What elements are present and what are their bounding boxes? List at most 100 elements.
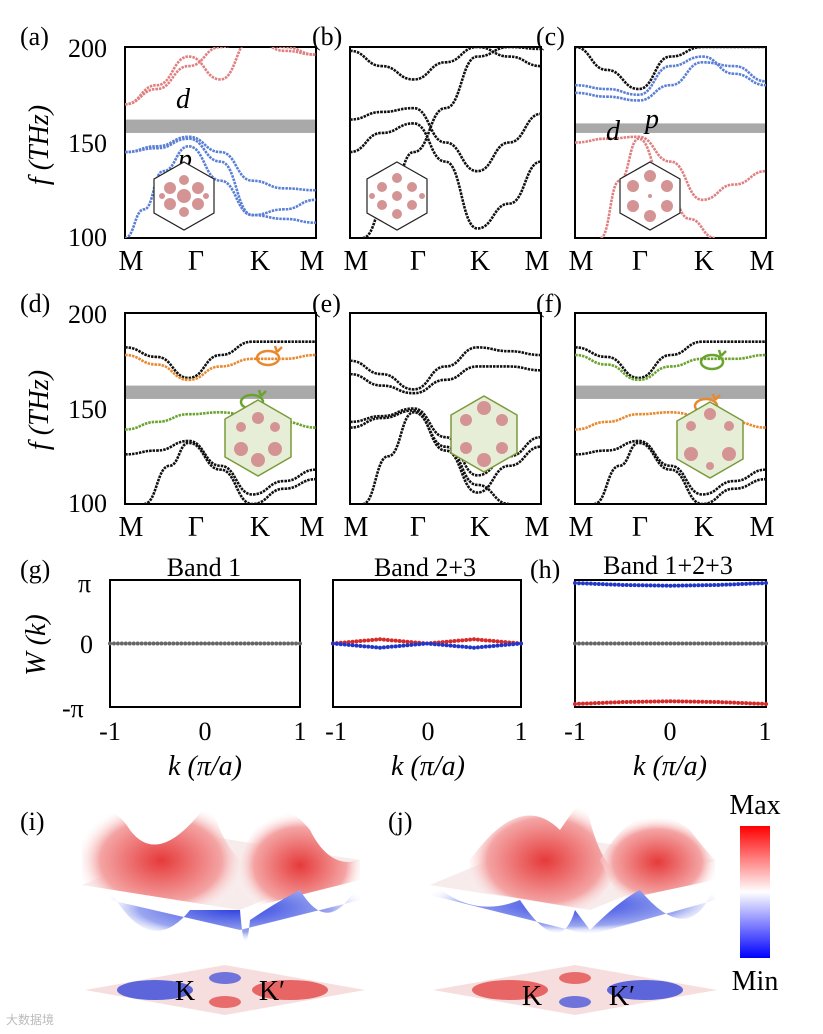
wilson-point-red bbox=[483, 638, 488, 643]
band-e2 bbox=[350, 365, 541, 395]
wilson-point-red bbox=[596, 701, 601, 706]
wilson-point-wilson-0 bbox=[147, 641, 152, 646]
wilson-point-wilson-0 bbox=[294, 641, 299, 646]
band-b4 bbox=[362, 47, 541, 238]
wilson-point-wilson-0 bbox=[274, 641, 279, 646]
wilson-point-wilson-0 bbox=[151, 641, 156, 646]
wilson-point-wilson-0 bbox=[246, 641, 251, 646]
wilson-point-red bbox=[444, 639, 449, 644]
wilson-point-gray bbox=[600, 641, 605, 646]
band-low1 bbox=[575, 439, 766, 496]
colorbar-max-label: Max bbox=[729, 790, 780, 821]
wilson-point-blue bbox=[374, 645, 379, 650]
wilson-g2 bbox=[331, 637, 523, 650]
wilson-point-gray bbox=[636, 641, 641, 646]
band-top bbox=[125, 340, 316, 380]
wilson-point-wilson-0 bbox=[159, 641, 164, 646]
wilson-point-blue bbox=[401, 643, 406, 648]
xtick-g1-m1: -1 bbox=[99, 717, 121, 746]
panel-label-h: (h) bbox=[530, 555, 560, 584]
wilson-point-gray bbox=[632, 641, 637, 646]
wilson-point-gray bbox=[704, 641, 709, 646]
panel-a: (a) 200 150 100 f (THz) d p bbox=[20, 22, 317, 252]
wilson-point-blue bbox=[632, 583, 637, 588]
wilson-point-blue bbox=[656, 583, 661, 588]
wilson-point-gray bbox=[752, 641, 757, 646]
wilson-point-gray bbox=[688, 641, 693, 646]
wilson-point-blue bbox=[503, 642, 508, 647]
band-p-2 bbox=[575, 60, 766, 102]
wilson-point-red bbox=[732, 700, 737, 705]
band-b2 bbox=[350, 106, 541, 173]
wilson-point-gray bbox=[668, 641, 673, 646]
xlabel-h: k (π/a) bbox=[633, 751, 707, 782]
wilson-point-blue bbox=[624, 583, 629, 588]
bandgap-(f) bbox=[576, 385, 765, 399]
panel-i: (i) K K′ bbox=[20, 800, 365, 1015]
axes-d bbox=[124, 312, 317, 505]
xtick-g2-1: 1 bbox=[515, 717, 528, 746]
wilson-point-wilson-0 bbox=[250, 641, 255, 646]
wilson-point-wilson-0 bbox=[127, 641, 132, 646]
xtick-b-K: K bbox=[470, 246, 490, 277]
wilson-point-blue bbox=[680, 583, 685, 588]
wilson-point-gray bbox=[700, 641, 705, 646]
wilson-point-blue bbox=[425, 641, 429, 646]
wilson-point-red bbox=[448, 639, 453, 644]
band-e5 bbox=[362, 411, 510, 504]
ylabel-d: f (THz) bbox=[24, 370, 55, 450]
wilson-point-wilson-0 bbox=[167, 641, 172, 646]
wilson-point-red bbox=[346, 640, 351, 645]
wilson-point-red bbox=[370, 637, 375, 642]
unit-cell-c bbox=[619, 161, 681, 231]
panel-label-a: (a) bbox=[20, 22, 49, 51]
wilson-point-red bbox=[716, 700, 721, 705]
band-e4 bbox=[350, 409, 541, 494]
ytick-d-200: 200 bbox=[68, 300, 107, 329]
unit-cell-d bbox=[224, 399, 292, 477]
panel-g: (g) Band 1 π 0 -π W (k) -1 0 1 k (π/a) B… bbox=[20, 553, 528, 782]
wilson-point-red bbox=[628, 699, 633, 704]
wilson-point-blue bbox=[588, 581, 593, 586]
label-Kprime-j: K′ bbox=[609, 981, 635, 1012]
wilson-point-red bbox=[656, 699, 661, 704]
wilson-point-wilson-0 bbox=[171, 641, 176, 646]
xtick-f-M1: M bbox=[569, 512, 594, 543]
wilson-point-blue bbox=[756, 581, 761, 586]
wilson-point-gray bbox=[740, 641, 745, 646]
wilson-point-blue bbox=[338, 642, 343, 647]
wilson-point-blue bbox=[708, 583, 713, 588]
wilson-point-red bbox=[452, 639, 457, 644]
axes-f bbox=[574, 312, 767, 505]
ytick-g-minus-pi: -π bbox=[62, 694, 84, 723]
wilson-point-blue bbox=[744, 581, 749, 586]
wilson-point-gray bbox=[652, 641, 657, 646]
wilson-point-blue bbox=[378, 645, 382, 650]
xtick-g1-0: 0 bbox=[199, 717, 212, 746]
wilson-point-blue bbox=[342, 642, 347, 647]
wilson-point-gray bbox=[620, 641, 625, 646]
wilson-point-red bbox=[573, 701, 577, 706]
wilson-point-red bbox=[456, 638, 461, 643]
colorbar: Max Min bbox=[729, 790, 780, 997]
wilson-point-red bbox=[409, 640, 414, 645]
bands-c bbox=[575, 47, 766, 238]
panel-label-i: (i) bbox=[20, 807, 45, 836]
wilson-point-red bbox=[764, 701, 768, 706]
xtick-e-M2: M bbox=[525, 512, 550, 543]
wilson-h bbox=[573, 581, 768, 706]
xtick-c-M1: M bbox=[569, 246, 594, 277]
band-low2 bbox=[143, 441, 316, 504]
xtick-c-M2: M bbox=[750, 246, 775, 277]
panel-label-f: (f) bbox=[536, 289, 562, 318]
wilson-point-blue bbox=[684, 583, 689, 588]
band-d-1 bbox=[575, 135, 766, 202]
wilson-point-wilson-0 bbox=[143, 641, 148, 646]
band-top bbox=[575, 340, 766, 380]
wilson-point-wilson-0 bbox=[238, 641, 243, 646]
wilson-point-gray bbox=[608, 641, 613, 646]
wilson-point-gray bbox=[573, 641, 577, 646]
wilson-point-wilson-0 bbox=[262, 641, 267, 646]
wilson-point-blue bbox=[417, 642, 422, 647]
wilson-point-wilson-0 bbox=[286, 641, 291, 646]
